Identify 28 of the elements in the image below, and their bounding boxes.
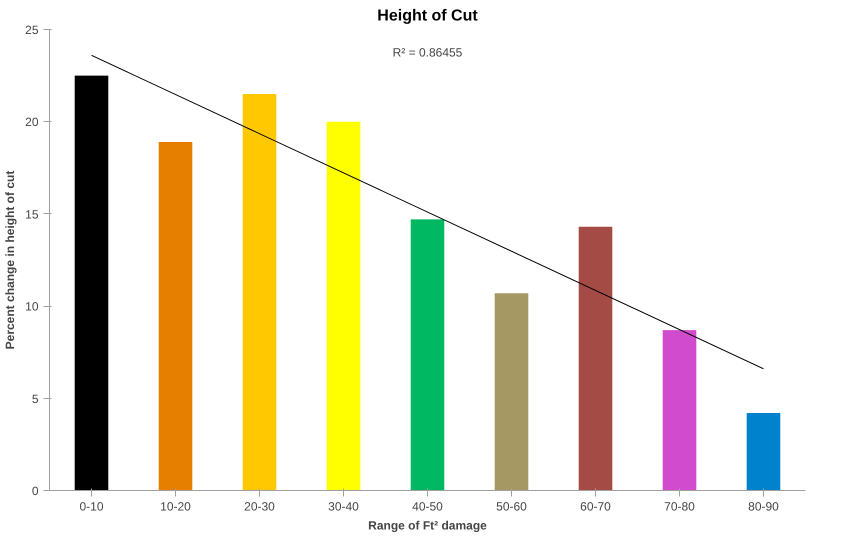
x-tick-label: 10-20 (160, 500, 192, 514)
bar (158, 142, 192, 490)
annotation: R² = 0.86455 (392, 46, 463, 60)
x-tick-label: 0-10 (79, 500, 104, 514)
bar (74, 76, 108, 490)
x-tick-label: 40-50 (412, 500, 444, 514)
bar (746, 413, 780, 490)
bar (494, 293, 528, 490)
y-tick-label: 10 (25, 300, 39, 314)
x-axis-title: Range of Ft² damage (368, 518, 488, 532)
y-tick-label: 20 (25, 115, 39, 130)
bar (410, 219, 444, 490)
chart-title: Height of Cut (377, 8, 478, 24)
x-tick-label: 70-80 (664, 500, 696, 514)
bar (662, 330, 696, 490)
bar (578, 226, 612, 490)
x-tick-label: 30-40 (328, 500, 360, 514)
x-tick-label: 60-70 (580, 500, 612, 514)
bar (242, 94, 276, 490)
bar (326, 122, 360, 490)
y-tick-label: 5 (32, 392, 39, 406)
x-tick-label: 20-30 (244, 500, 276, 514)
x-tick-label: 80-90 (748, 500, 780, 514)
y-axis-title: Percent change in height of cut (3, 170, 18, 350)
y-tick-label: 15 (25, 207, 39, 222)
y-tick-label: 0 (32, 484, 39, 498)
y-tick-label: 25 (25, 23, 39, 37)
x-tick-label: 50-60 (496, 500, 528, 514)
